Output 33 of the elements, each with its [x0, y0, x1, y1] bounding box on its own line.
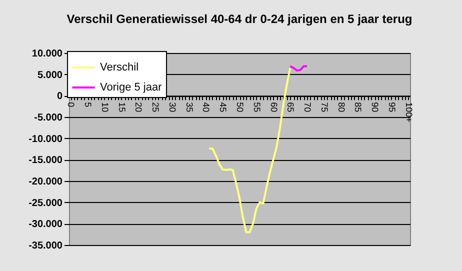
x-tick-label: 100+ [404, 102, 414, 122]
x-tick-label: 20 [134, 102, 144, 112]
x-tick-label: 70 [302, 102, 313, 112]
x-tick-label: 45 [218, 102, 228, 112]
x-tick-label: 75 [319, 102, 330, 112]
legend-label: Vorige 5 jaar [100, 82, 162, 94]
x-tick-label: 95 [386, 102, 397, 112]
x-tick-label: 55 [252, 102, 262, 112]
y-tick-label: -15.000 [28, 155, 63, 166]
x-tick-label: 25 [150, 102, 161, 112]
x-tick-label: 65 [286, 102, 296, 112]
y-tick-label: -10.000 [28, 134, 63, 145]
x-tick-label: 60 [268, 102, 279, 112]
x-tick-label: 30 [167, 102, 178, 112]
y-tick-label: -20.000 [28, 176, 63, 188]
x-tick-label: 5 [83, 102, 94, 108]
y-tick-label: -25.000 [28, 198, 63, 209]
x-tick-label: 90 [370, 102, 380, 112]
chart-title: Verschil Generatiewissel 40-64 dr 0-24 jarigen en 5 jaar terug [66, 12, 412, 26]
x-tick-label: 85 [353, 102, 364, 112]
x-tick-label: 10 [100, 102, 110, 112]
x-tick-label: 35 [184, 102, 194, 112]
y-tick-label: -30.000 [28, 219, 63, 230]
y-tick-label: 5.000 [37, 70, 63, 81]
x-tick-label: 50 [235, 102, 245, 112]
legend-label: Verschil [100, 62, 139, 74]
x-tick-label: 15 [116, 102, 127, 112]
y-tick-label: 10.000 [32, 48, 63, 60]
x-tick-label: 40 [201, 102, 212, 112]
x-tick-label: 0 [66, 102, 76, 108]
x-tick-label: 80 [336, 102, 346, 112]
y-tick-label: -5.000 [34, 112, 63, 124]
y-tick-label: -35.000 [28, 240, 63, 252]
